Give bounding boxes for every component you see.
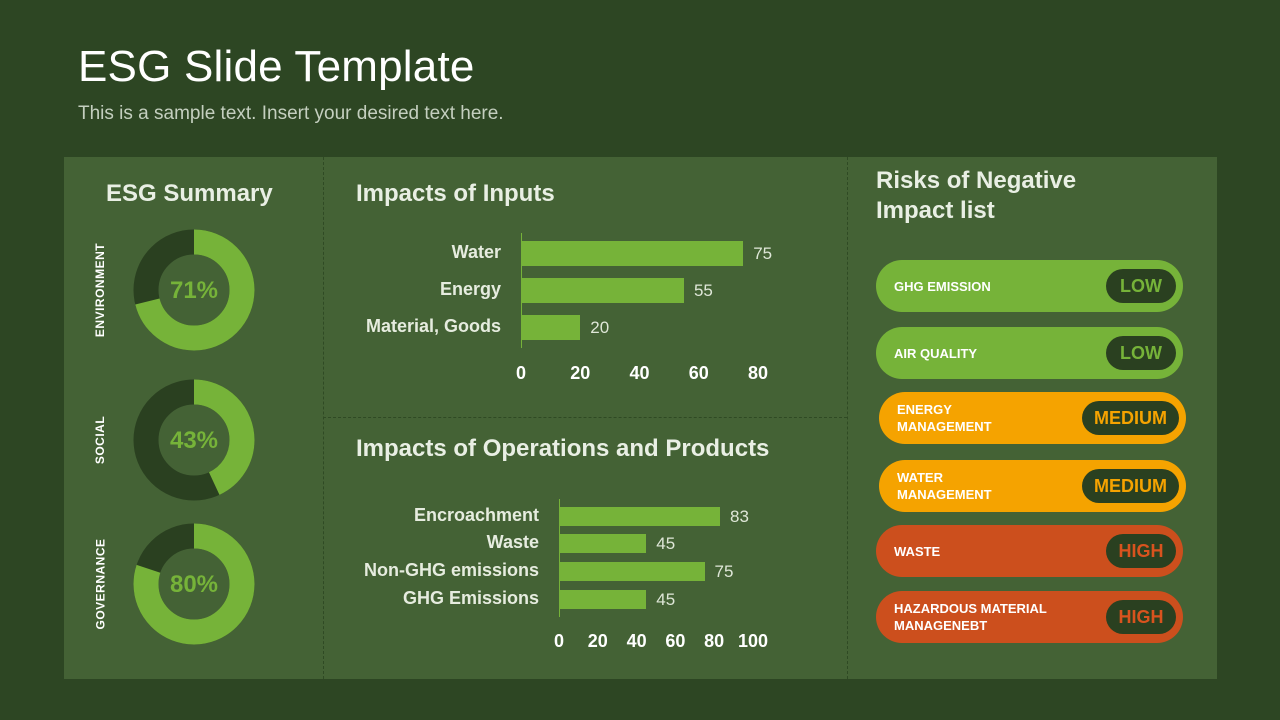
bar-value-label: 55	[693, 280, 713, 300]
bar	[559, 590, 647, 609]
bar	[559, 507, 721, 526]
bar-category-label: GHG Emissions	[402, 587, 539, 608]
axis-line	[559, 499, 560, 617]
bar-value-label: 75	[753, 243, 773, 263]
divider	[847, 157, 848, 679]
bar-category-label: Water	[451, 241, 501, 262]
donut-percent: 43%	[170, 427, 218, 454]
risk-level-badge: MEDIUM	[1082, 401, 1179, 435]
bar	[521, 278, 684, 303]
donut-percent: 71%	[170, 277, 218, 304]
donut-fill	[133, 379, 255, 501]
axis-tick-label: 100	[737, 631, 769, 651]
donut-fill	[133, 229, 255, 351]
axis-tick-label: 80	[704, 631, 725, 651]
risks-title-line1: Risks of Negative	[876, 167, 1077, 194]
bar	[559, 534, 647, 553]
axis-tick-label: 0	[515, 363, 527, 383]
axis-tick-label: 0	[553, 631, 565, 651]
axis-tick-label: 40	[629, 363, 650, 383]
operations-title: Impacts of Operations and Products	[356, 435, 770, 462]
risk-level-badge: HIGH	[1106, 600, 1176, 634]
bar-value-label: 75	[714, 561, 734, 581]
donut-fill	[133, 523, 255, 645]
axis-tick-label: 20	[570, 363, 591, 383]
bar-category-label: Non-GHG emissions	[363, 559, 539, 580]
bar-category-label: Waste	[486, 531, 539, 552]
donut-label-governance: GOVERNANCE	[93, 538, 108, 630]
slide-subtitle: This is a sample text. Insert your desir…	[78, 103, 504, 124]
risk-name: GHG EMISSION	[894, 278, 991, 294]
risk-level-badge: HIGH	[1106, 534, 1176, 568]
donut-label-social: SOCIAL	[93, 415, 108, 465]
risks-title: Risks of Negative Impact list	[876, 166, 1076, 226]
risk-level-badge: LOW	[1106, 269, 1176, 303]
risk-name: AIR QUALITY	[894, 345, 978, 361]
slide-title: ESG Slide Template	[78, 42, 475, 91]
risk-level-badge: MEDIUM	[1082, 469, 1179, 503]
donut-chart-social: 43%	[132, 378, 256, 502]
divider	[323, 157, 324, 679]
risk-name: WASTE	[894, 543, 941, 559]
axis-tick-label: 60	[688, 363, 709, 383]
summary-title: ESG Summary	[106, 180, 273, 207]
bar	[559, 562, 705, 581]
bar-value-label: 20	[590, 317, 610, 337]
divider	[323, 417, 847, 418]
risk-item: GHG EMISSION LOW	[876, 260, 1183, 312]
risk-item: HAZARDOUS MATERIAL MANAGENEBT HIGH	[876, 591, 1183, 643]
axis-tick-label: 20	[587, 631, 608, 651]
bar-category-label: Energy	[439, 278, 501, 299]
risk-item: WASTE HIGH	[876, 525, 1183, 577]
risk-name: ENERGY MANAGEMENT	[897, 402, 992, 434]
axis-tick-label: 40	[626, 631, 647, 651]
risk-name: HAZARDOUS MATERIAL MANAGENEBT	[894, 601, 1047, 633]
bar-value-label: 45	[656, 589, 676, 609]
axis-tick-label: 80	[747, 363, 769, 383]
bar-category-label: Material, Goods	[365, 315, 501, 336]
risks-title-line2: Impact list	[876, 197, 995, 224]
bar-category-label: Encroachment	[413, 504, 539, 525]
donut-percent: 80%	[170, 571, 218, 598]
risk-item: AIR QUALITY LOW	[876, 327, 1183, 379]
bar-value-label: 45	[656, 533, 676, 553]
risk-item: ENERGY MANAGEMENT MEDIUM	[879, 392, 1186, 444]
bar	[521, 241, 744, 266]
inputs-title: Impacts of Inputs	[356, 180, 555, 207]
axis-tick-label: 60	[665, 631, 686, 651]
bar	[521, 315, 581, 340]
risk-name: WATER MANAGEMENT	[897, 470, 992, 502]
donut-label-environment: ENVIRONMENT	[93, 242, 108, 338]
risk-level-badge: LOW	[1106, 336, 1176, 370]
donut-chart-environment: 71%	[132, 228, 256, 352]
donut-chart-governance: 80%	[132, 522, 256, 646]
bar-value-label: 83	[730, 506, 749, 526]
risk-item: WATER MANAGEMENT MEDIUM	[879, 460, 1186, 512]
content-panel: ESG Summary 71% ENVIRONMENT 43% SOCIAL 80% GO…	[64, 157, 1217, 679]
